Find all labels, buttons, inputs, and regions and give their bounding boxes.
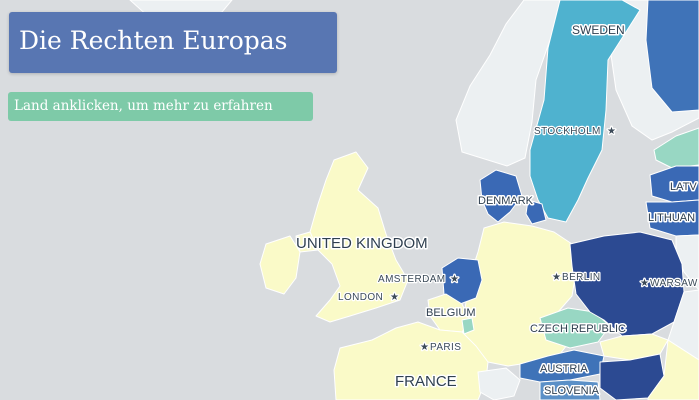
country-luxembourg[interactable]	[461, 317, 475, 335]
country-label-czech: CZECH REPUBLIC	[530, 323, 626, 335]
country-slovakia[interactable]	[599, 333, 669, 361]
city-marker-berlin: ★	[552, 272, 561, 283]
country-latvia[interactable]	[649, 165, 699, 203]
city-label-warsaw: WARSAW	[650, 278, 698, 289]
country-romania[interactable]	[647, 339, 699, 400]
hint-panel: Land anklicken, um mehr zu erfahren	[8, 92, 313, 121]
city-marker-paris: ★	[420, 342, 429, 353]
country-label-austria: AUSTRIA	[540, 363, 588, 375]
country-switzerland[interactable]	[477, 367, 521, 400]
page-title: Die Rechten Europas	[19, 26, 288, 55]
country-denmark-islands[interactable]	[525, 199, 547, 225]
country-sweden[interactable]	[529, 0, 641, 223]
country-label-sweden: SWEDEN	[572, 23, 625, 37]
country-united-kingdom[interactable]	[309, 151, 409, 323]
country-label-uk: UNITED KINGDOM	[296, 235, 428, 252]
country-ireland[interactable]	[259, 235, 301, 295]
country-lithuania[interactable]	[645, 199, 699, 237]
country-poland[interactable]	[569, 231, 685, 337]
city-marker-warsaw: ★	[640, 278, 649, 289]
city-label-amsterdam: AMSTERDAM	[378, 274, 446, 285]
city-label-paris: PARIS	[430, 342, 461, 353]
country-label-slovenia: SLOVENIA	[544, 385, 600, 397]
hint-text: Land anklicken, um mehr zu erfahren	[14, 98, 273, 114]
city-marker-stockholm: ★	[607, 126, 616, 137]
country-finland-east[interactable]	[645, 0, 699, 113]
city-label-stockholm: STOCKHOLM	[534, 126, 601, 137]
country-czech-republic[interactable]	[539, 307, 611, 349]
country-estonia[interactable]	[653, 127, 699, 169]
city-label-london: LONDON	[338, 292, 383, 303]
city-marker-amsterdam: ★	[450, 274, 459, 285]
country-france[interactable]	[333, 321, 489, 400]
country-northern-ireland[interactable]	[295, 231, 319, 253]
country-slovenia[interactable]	[539, 379, 601, 400]
country-label-france: FRANCE	[395, 373, 457, 390]
city-marker-london: ★	[390, 292, 399, 303]
city-label-berlin: BERLIN	[562, 272, 601, 283]
country-label-latvia: LATV	[670, 181, 697, 193]
country-label-denmark: DENMARK	[478, 195, 534, 207]
country-label-lithuania: LITHUAN	[648, 212, 695, 224]
country-label-belgium: BELGIUM	[426, 307, 476, 319]
country-denmark[interactable]	[479, 169, 523, 223]
country-ukraine[interactable]	[667, 289, 699, 361]
title-panel: Die Rechten Europas	[9, 12, 337, 73]
